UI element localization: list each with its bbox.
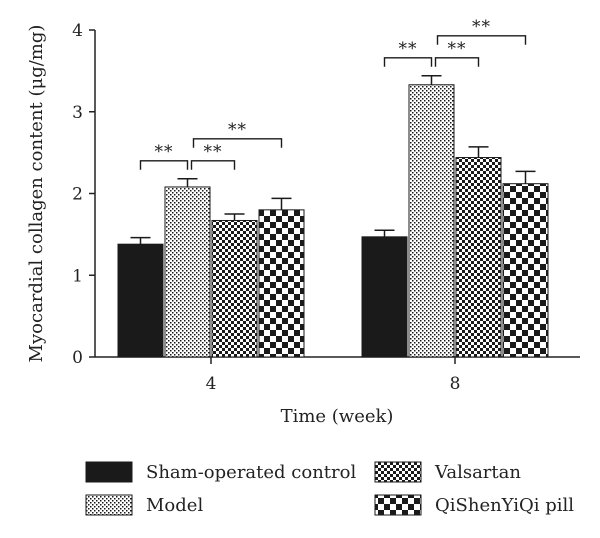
bars-group	[117, 75, 549, 358]
bar	[502, 183, 549, 358]
bar	[117, 243, 164, 358]
legend-item: Model	[85, 494, 203, 516]
bar	[361, 236, 408, 358]
y-tick-label: 4	[72, 21, 83, 41]
legend-item: Sham-operated control	[85, 461, 356, 483]
significance-bracket	[436, 35, 527, 45]
legend-swatch	[374, 494, 422, 516]
y-tick-label: 2	[72, 185, 83, 205]
legend-label: Valsartan	[434, 462, 521, 483]
x-tick-label: 4	[206, 374, 217, 394]
bar	[408, 84, 455, 358]
y-tick-label: 3	[72, 103, 83, 123]
legend-swatch	[85, 461, 133, 483]
bar	[211, 219, 258, 358]
significance-label: **	[472, 17, 491, 37]
y-tick-label: 0	[72, 348, 83, 368]
significance-bracket	[434, 57, 480, 67]
legend: Sham-operated control Model Valsartan QiShe…	[85, 461, 574, 516]
y-axis-title-text: Myocardial collagen content (μg/mg)	[26, 25, 47, 363]
significance-label: **	[448, 39, 467, 59]
significance-bracket	[192, 138, 283, 148]
legend-label: Model	[146, 495, 203, 516]
legend-item: QiShenYiQi pill	[374, 494, 574, 516]
bar	[455, 157, 502, 358]
significance-group: ** ****** ****	[139, 17, 527, 170]
legend-swatch	[374, 461, 422, 483]
legend-swatch	[85, 494, 133, 516]
y-tick-label: 1	[72, 266, 83, 286]
significance-bracket	[139, 160, 189, 170]
significance-label: **	[155, 142, 174, 162]
bar	[164, 186, 211, 358]
significance-bracket	[383, 57, 433, 67]
x-tick-label: 8	[450, 374, 461, 394]
legend-label: Sham-operated control	[146, 462, 356, 483]
significance-bracket	[190, 160, 236, 170]
significance-label: **	[228, 120, 247, 140]
y-axis-title: Myocardial collagen content (μg/mg)	[26, 25, 47, 363]
legend-item: Valsartan	[374, 461, 521, 483]
x-axis-title: Time (week)	[281, 406, 394, 427]
significance-label: **	[399, 39, 418, 59]
significance-label: **	[204, 142, 223, 162]
bar	[258, 209, 305, 358]
legend-label: QiShenYiQi pill	[435, 495, 574, 516]
